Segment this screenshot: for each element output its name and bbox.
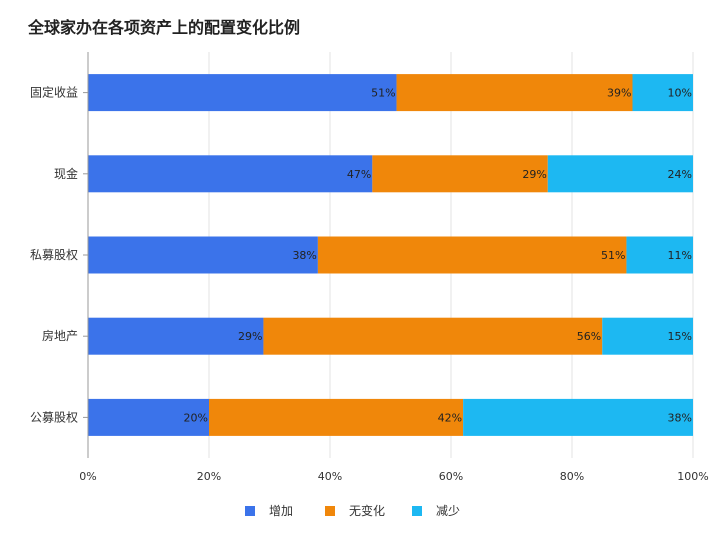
x-tick-label: 80% xyxy=(560,470,584,483)
legend-label: 增加 xyxy=(269,504,293,518)
bar-segment xyxy=(88,74,397,112)
data-label: 10% xyxy=(668,87,692,100)
bar-segment xyxy=(632,74,693,112)
data-label: 47% xyxy=(347,168,371,181)
category-label: 公募股权 xyxy=(30,410,78,424)
data-label: 39% xyxy=(607,87,631,100)
data-label: 29% xyxy=(238,330,262,343)
category-label: 房地产 xyxy=(42,328,78,343)
legend-swatch xyxy=(325,506,335,516)
bar-segment xyxy=(463,398,693,436)
bar-segment xyxy=(626,236,693,274)
x-tick-label: 20% xyxy=(197,470,221,483)
data-label: 29% xyxy=(522,168,546,181)
data-label: 11% xyxy=(668,249,692,262)
data-label: 51% xyxy=(371,87,395,100)
x-tick-label: 100% xyxy=(677,470,708,483)
category-label: 私募股权 xyxy=(30,248,78,262)
legend-label: 减少 xyxy=(436,504,460,518)
legend-swatch xyxy=(412,506,422,516)
data-label: 42% xyxy=(438,411,462,424)
legend-swatch xyxy=(245,506,255,516)
bar-segment xyxy=(547,155,693,193)
data-label: 56% xyxy=(577,330,601,343)
x-tick-label: 60% xyxy=(439,470,463,483)
bar-segment xyxy=(602,317,693,355)
data-label: 15% xyxy=(668,330,692,343)
bar-segment xyxy=(263,317,603,355)
bar-segment xyxy=(209,398,464,436)
legend: 增加 无变化 减少 xyxy=(245,503,460,518)
x-tick-label: 40% xyxy=(318,470,342,483)
data-label: 20% xyxy=(184,411,208,424)
bar-segment xyxy=(88,236,318,274)
chart-title: 全球家办在各项资产上的配置变化比例 xyxy=(28,18,301,37)
bar-segment xyxy=(396,74,633,112)
data-label: 51% xyxy=(601,249,625,262)
bars: 51% 39% 10% 47% 29% 24% 38% 51% 11% 29% 56% 15% 20% 4… xyxy=(88,74,693,436)
bar-segment xyxy=(88,155,373,193)
category-label: 现金 xyxy=(54,166,78,181)
bar-segment xyxy=(88,317,264,355)
data-label: 38% xyxy=(668,411,692,424)
category-label: 固定收益 xyxy=(30,85,78,100)
data-label: 38% xyxy=(292,249,316,262)
data-label: 24% xyxy=(668,168,692,181)
x-tick-label: 0% xyxy=(79,470,96,483)
bar-segment xyxy=(317,236,627,274)
bar-segment xyxy=(88,398,209,436)
bar-segment xyxy=(372,155,548,193)
legend-label: 无变化 xyxy=(349,503,385,518)
